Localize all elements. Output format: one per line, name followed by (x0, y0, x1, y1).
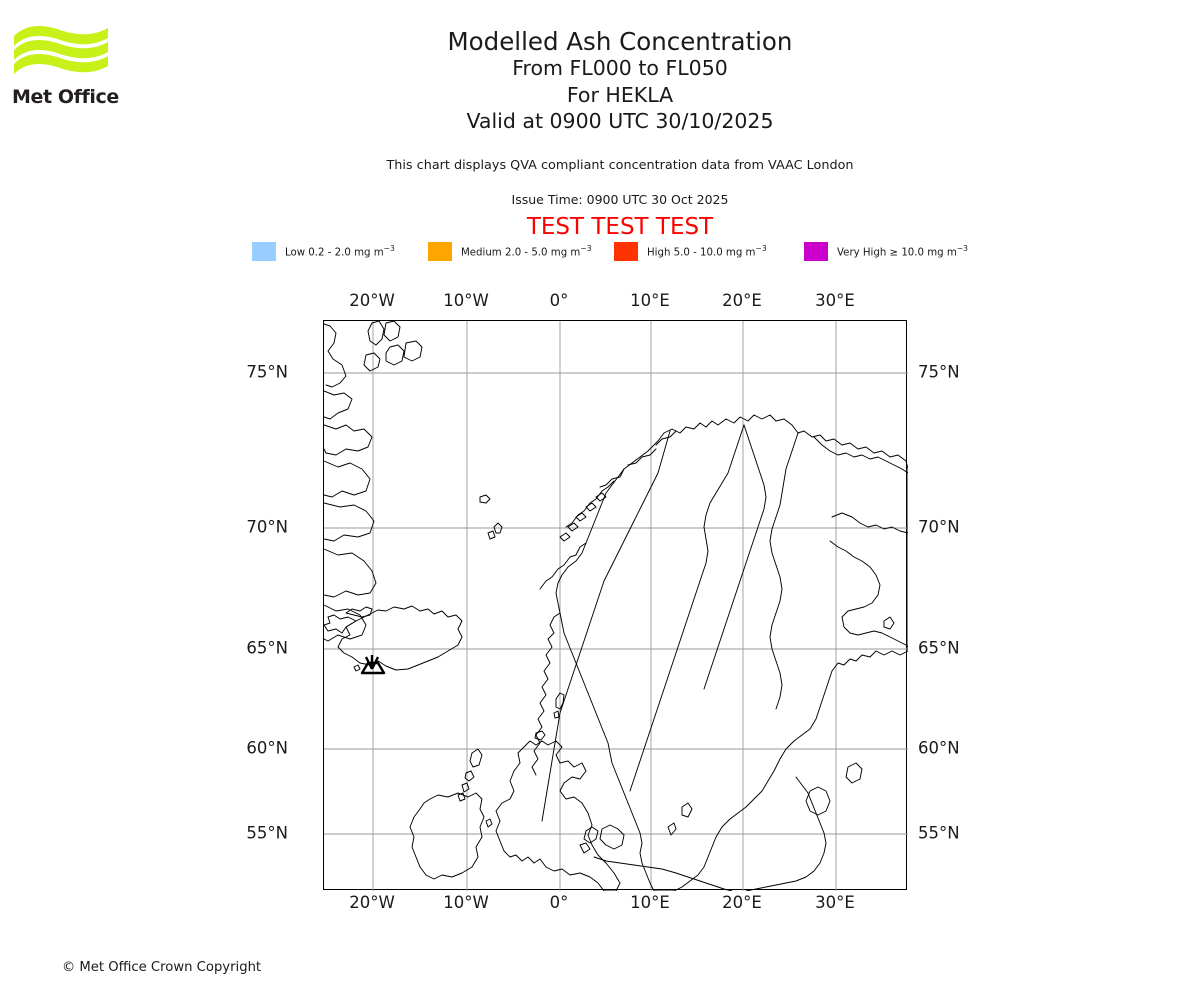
legend-label-1: Medium 2.0 - 5.0 mg m−3 (461, 243, 592, 259)
met-office-wave-icon (14, 26, 108, 74)
y-tick-right-4: 55°N (918, 823, 960, 843)
legend-item-3: Very High ≥ 10.0 mg m−3 (804, 240, 968, 262)
y-tick-left-3: 60°N (246, 738, 288, 758)
legend-item-2: High 5.0 - 10.0 mg m−3 (614, 240, 767, 262)
map-canvas (324, 321, 908, 891)
chart-title-block: Modelled Ash Concentration From FL000 to… (330, 28, 910, 135)
x-tick-bottom-0: 20°W (349, 893, 395, 912)
legend-swatch-3 (804, 241, 828, 261)
x-tick-bottom-1: 10°W (443, 893, 489, 912)
met-office-logo: Met Office (12, 22, 122, 114)
x-tick-top-3: 10°E (630, 291, 670, 310)
x-tick-bottom-2: 0° (549, 893, 569, 912)
legend-label-3: Very High ≥ 10.0 mg m−3 (837, 243, 969, 259)
legend-item-0: Low 0.2 - 2.0 mg m−3 (252, 240, 395, 262)
title-flight-levels: From FL000 to FL050 (512, 56, 728, 80)
legend-label-2: High 5.0 - 10.0 mg m−3 (647, 243, 767, 259)
map-gridlines (324, 321, 908, 891)
y-tick-left-4: 55°N (246, 823, 288, 843)
page-title: Modelled Ash Concentration (447, 27, 793, 56)
y-tick-right-3: 60°N (918, 738, 960, 758)
map-plot-area[interactable] (323, 320, 908, 891)
y-tick-left-1: 70°N (246, 517, 288, 537)
x-tick-top-0: 20°W (349, 291, 395, 310)
concentration-legend: Low 0.2 - 2.0 mg m−3 Medium 2.0 - 5.0 mg … (252, 240, 992, 262)
x-tick-bottom-4: 20°E (722, 893, 762, 912)
x-tick-top-1: 10°W (443, 291, 489, 310)
legend-swatch-0 (252, 241, 276, 261)
x-tick-top-4: 20°E (722, 291, 762, 310)
legend-label-0: Low 0.2 - 2.0 mg m−3 (285, 243, 395, 259)
map-coastlines (324, 321, 908, 891)
x-tick-bottom-3: 10°E (630, 893, 670, 912)
y-tick-right-2: 65°N (918, 638, 960, 658)
y-tick-left-0: 75°N (246, 362, 288, 382)
y-tick-left-2: 65°N (246, 638, 288, 658)
x-tick-top-5: 30°E (815, 291, 855, 310)
y-tick-right-0: 75°N (918, 362, 960, 382)
x-tick-bottom-5: 30°E (815, 893, 855, 912)
x-tick-top-2: 0° (549, 291, 569, 310)
met-office-wordmark: Met Office (12, 86, 119, 108)
title-volcano: For HEKLA (566, 82, 674, 107)
copyright-notice: © Met Office Crown Copyright (62, 960, 262, 975)
qva-note: This chart displays QVA compliant concen… (386, 158, 854, 173)
test-banner: TEST TEST TEST (526, 214, 714, 240)
legend-swatch-1 (428, 241, 452, 261)
volcano-marker-hekla[interactable] (360, 655, 386, 675)
legend-swatch-2 (614, 241, 638, 261)
legend-item-1: Medium 2.0 - 5.0 mg m−3 (428, 240, 592, 262)
issue-time: Issue Time: 0900 UTC 30 Oct 2025 (511, 192, 729, 207)
title-valid-time: Valid at 0900 UTC 30/10/2025 (466, 109, 774, 133)
y-tick-right-1: 70°N (918, 517, 960, 537)
